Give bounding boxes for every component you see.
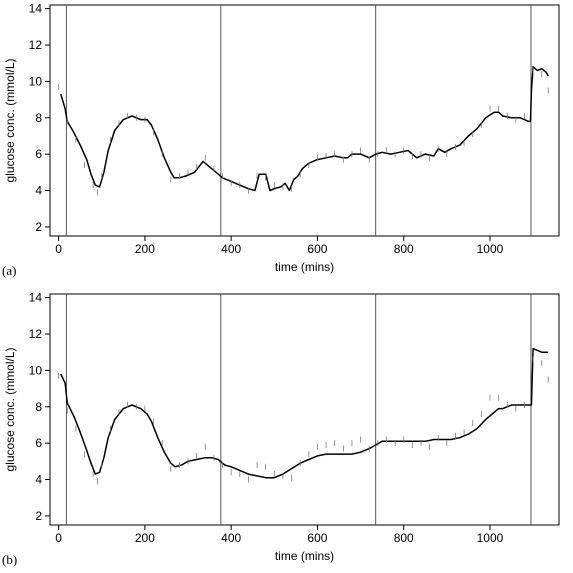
panel-label: (a)	[2, 263, 16, 278]
y-tick-label: 6	[35, 436, 42, 450]
x-axis-label: time (mins)	[275, 549, 334, 563]
x-tick-label: 1000	[477, 531, 504, 545]
y-tick-label: 2	[35, 509, 42, 523]
chart-panel-1: 0 200 400 600 800 1000 2 4 6 8 10 12 14 time (mins) gl…	[2, 291, 560, 567]
panel-label: (b)	[2, 552, 17, 567]
x-tick-label: 800	[394, 531, 414, 545]
x-tick-label: 800	[394, 242, 414, 256]
y-tick-label: 10	[29, 74, 43, 88]
x-tick-label: 0	[55, 531, 62, 545]
y-tick-label: 4	[35, 473, 42, 487]
x-tick-label: 200	[135, 531, 155, 545]
y-axis-label: glucose conc. (mmol/L)	[3, 347, 17, 471]
fitted-glucose-line	[60, 347, 549, 479]
x-tick-label: 600	[307, 242, 327, 256]
y-tick-label: 14	[29, 291, 43, 305]
x-tick-label: 400	[221, 531, 241, 545]
y-tick-label: 2	[35, 220, 42, 234]
y-tick-label: 12	[29, 327, 43, 341]
y-tick-label: 8	[35, 400, 42, 414]
x-axis-label: time (mins)	[275, 260, 334, 274]
y-tick-label: 4	[35, 184, 42, 198]
y-axis-label: glucose conc. (mmol/L)	[3, 58, 17, 182]
x-tick-label: 200	[135, 242, 155, 256]
y-tick-label: 14	[29, 2, 43, 16]
chart-panel-0: 0 200 400 600 800 1000 2 4 6 8 10 12 14 time (mins) gl…	[2, 2, 560, 278]
y-tick-label: 6	[35, 147, 42, 161]
y-tick-label: 12	[29, 38, 43, 52]
y-tick-label: 10	[29, 363, 43, 377]
x-tick-label: 1000	[477, 242, 504, 256]
fitted-glucose-line	[60, 66, 549, 192]
plot-frame	[49, 293, 560, 526]
x-tick-label: 400	[221, 242, 241, 256]
x-tick-label: 600	[307, 531, 327, 545]
plot-frame	[49, 4, 560, 237]
x-tick-label: 0	[55, 242, 62, 256]
y-tick-label: 8	[35, 111, 42, 125]
